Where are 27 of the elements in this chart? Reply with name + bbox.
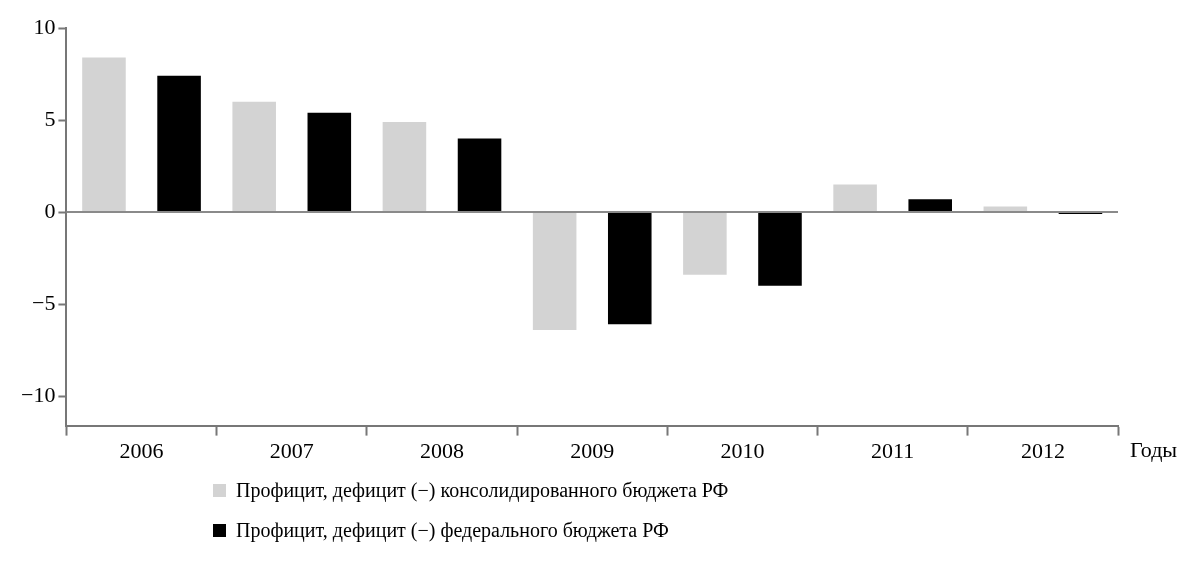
bar — [607, 212, 652, 325]
bar — [532, 212, 577, 330]
legend-label: Профицит, дефицит (−) федерального бюджета РФ — [236, 518, 669, 542]
x-tick-label: 2008 — [419, 437, 464, 463]
bar — [232, 101, 276, 212]
x-axis-title: Годы — [1130, 437, 1178, 463]
x-tick-label: 2012 — [1020, 437, 1065, 463]
x-tick-label: 2011 — [871, 437, 915, 463]
y-tick-label: −5 — [31, 289, 56, 315]
bar — [833, 184, 877, 212]
bar — [157, 75, 201, 212]
bar — [457, 138, 502, 212]
bar — [382, 121, 427, 212]
x-tick-label: 2007 — [269, 437, 314, 463]
bar — [82, 57, 126, 212]
y-tick-label: −10 — [20, 381, 56, 407]
y-tick-label: 0 — [44, 197, 56, 223]
x-tick-label: 2010 — [720, 437, 765, 463]
bar — [307, 112, 352, 212]
bar — [908, 199, 952, 212]
x-tick-label: 2009 — [570, 437, 615, 463]
y-tick-label: 10 — [33, 13, 56, 39]
bar — [758, 212, 802, 286]
x-tick-label: 2006 — [119, 437, 164, 463]
legend-label: Профицит, дефицит (−) консолидированного бюджета РФ — [236, 478, 729, 502]
bar — [683, 212, 727, 275]
y-tick-label: 5 — [44, 105, 56, 131]
